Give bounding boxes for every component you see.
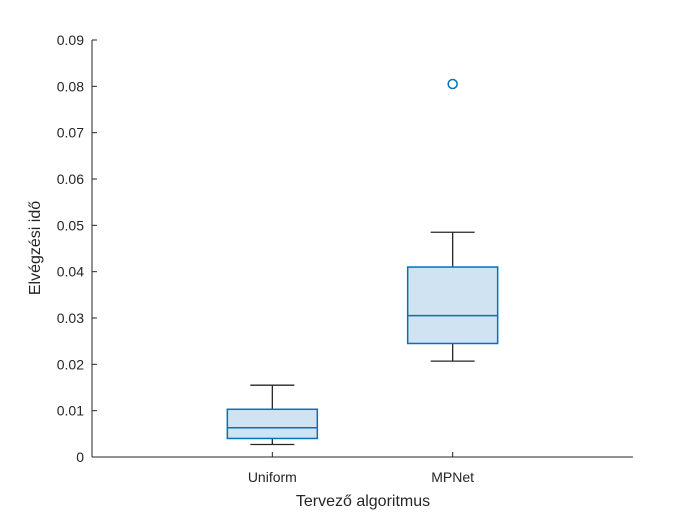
box-iqr (406, 266, 499, 345)
box-uniform (226, 384, 319, 446)
y-tick-label: 0.07 (57, 125, 84, 141)
outlier-point (447, 78, 458, 90)
box-mpnet (406, 78, 499, 362)
y-tick-label: 0.05 (57, 217, 84, 233)
x-category-label: Uniform (248, 469, 297, 485)
y-tick-label: 0 (76, 449, 84, 465)
y-tick-label: 0.03 (57, 310, 84, 326)
x-axis-categories: Uniform MPNet (248, 452, 474, 485)
y-tick-label: 0.02 (57, 356, 84, 372)
x-category-label: MPNet (431, 469, 474, 485)
box-iqr (226, 408, 319, 440)
box-series (226, 78, 499, 446)
y-tick-label: 0.04 (57, 264, 84, 280)
y-tick-label: 0.09 (57, 32, 84, 48)
y-axis-label: Elvégzési idő (27, 201, 44, 295)
y-tick-label: 0.08 (57, 78, 84, 94)
y-tick-label: 0.01 (57, 403, 84, 419)
x-axis-label: Tervező algoritmus (296, 493, 430, 510)
y-axis-ticks: 0 0.01 0.02 0.03 0.04 0.05 0.06 0.07 0.08 0.09 (57, 32, 97, 465)
axes (91, 40, 633, 458)
y-tick-label: 0.06 (57, 171, 84, 187)
